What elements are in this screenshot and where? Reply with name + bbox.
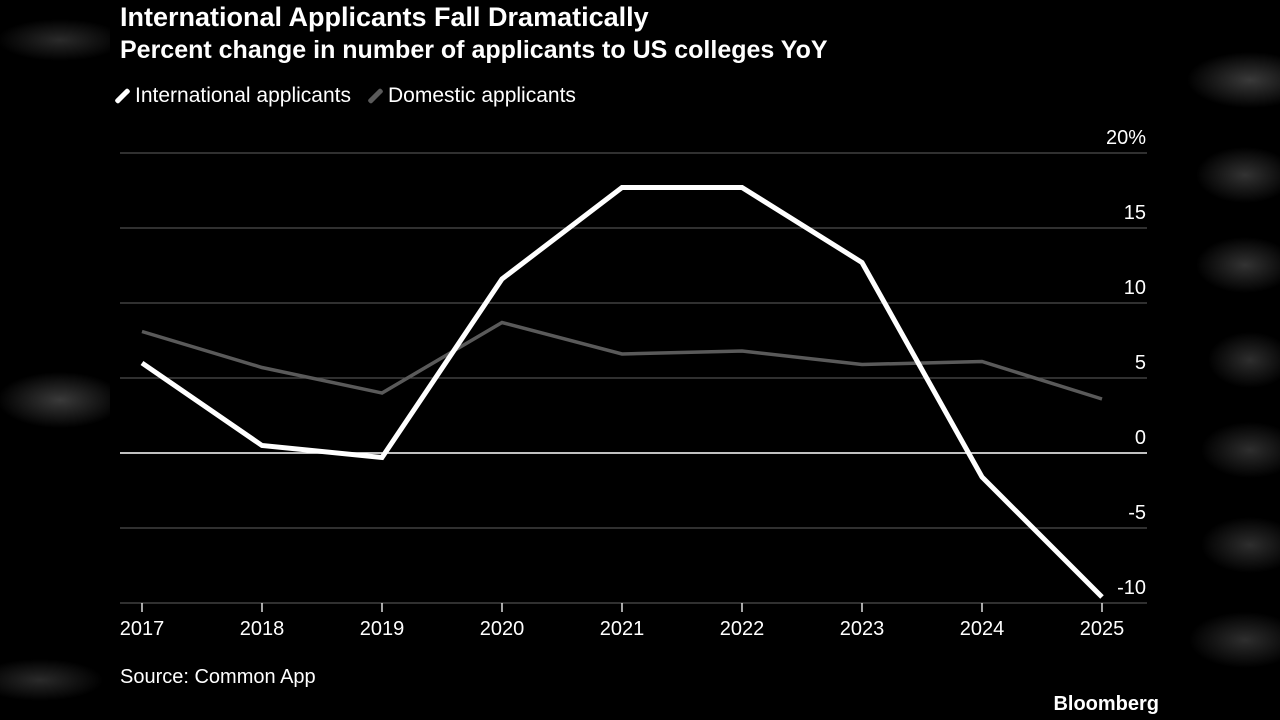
- source-note: Source: Common App: [120, 666, 316, 688]
- x-tick-label: 2022: [720, 618, 765, 640]
- legend-item-international: International applicants: [114, 84, 351, 108]
- legend: International applicants Domestic applic…: [114, 84, 576, 108]
- x-tick-label: 2020: [480, 618, 525, 640]
- y-tick-label: 20%: [1106, 127, 1146, 149]
- x-tick-label: 2019: [360, 618, 405, 640]
- y-tick-label: -10: [1117, 577, 1146, 599]
- x-tick-label: 2025: [1080, 618, 1125, 640]
- x-tick-label: 2018: [240, 618, 285, 640]
- chart-panel: [110, 0, 1160, 720]
- y-tick-label: 15: [1124, 202, 1146, 224]
- x-tick-label: 2023: [840, 618, 885, 640]
- series-line-domestic: [141, 320, 1103, 401]
- y-tick-label: 5: [1135, 352, 1146, 374]
- x-tick-label: 2017: [120, 618, 165, 640]
- legend-item-domestic: Domestic applicants: [367, 84, 576, 108]
- y-tick-label: 10: [1124, 277, 1146, 299]
- series-line-international: [140, 185, 1104, 599]
- chart-subtitle: Percent change in number of applicants t…: [120, 36, 828, 64]
- chart-title: International Applicants Fall Dramatical…: [120, 2, 649, 32]
- bloomberg-logo: Bloomberg: [1053, 693, 1159, 715]
- x-tick-label: 2021: [600, 618, 645, 640]
- y-tick-label: -5: [1128, 502, 1146, 524]
- y-tick-label: 0: [1135, 427, 1146, 449]
- legend-label-domestic: Domestic applicants: [387, 84, 576, 107]
- legend-label-international: International applicants: [135, 84, 351, 107]
- x-tick-label: 2024: [960, 618, 1005, 640]
